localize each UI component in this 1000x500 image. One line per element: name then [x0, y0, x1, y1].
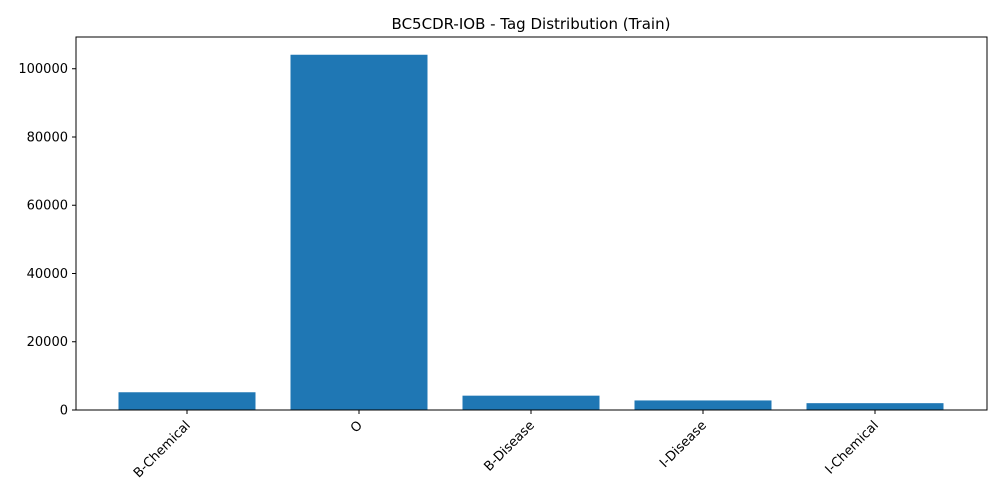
y-tick-label: 100000 [18, 62, 68, 77]
x-tick-label: B-Chemical [131, 418, 194, 481]
y-tick-label: 40000 [27, 267, 68, 282]
y-tick-label: 80000 [27, 130, 68, 145]
plot-frame [75, 36, 988, 411]
y-tick-label: 60000 [27, 199, 68, 214]
y-tick-label: 0 [60, 404, 68, 419]
x-tick-label: B-Disease [481, 418, 537, 474]
bars-layer [118, 54, 944, 410]
bar-o [290, 54, 428, 410]
bar-i-disease [634, 400, 772, 410]
x-axis: B-Chemical O B-Disease I-Disease I-Chemical [131, 410, 882, 481]
chart-title: BC5CDR-IOB - Tag Distribution (Train) [392, 15, 671, 33]
y-axis: 0 20000 40000 60000 80000 100000 [18, 62, 76, 419]
y-tick-label: 20000 [27, 335, 68, 350]
x-tick-label: I-Chemical [823, 418, 882, 477]
bar-b-disease [462, 395, 600, 410]
bar-b-chemical [118, 392, 256, 410]
x-tick-label: I-Disease [657, 418, 710, 471]
bar-i-chemical [806, 403, 944, 410]
x-tick-label: O [348, 418, 366, 436]
